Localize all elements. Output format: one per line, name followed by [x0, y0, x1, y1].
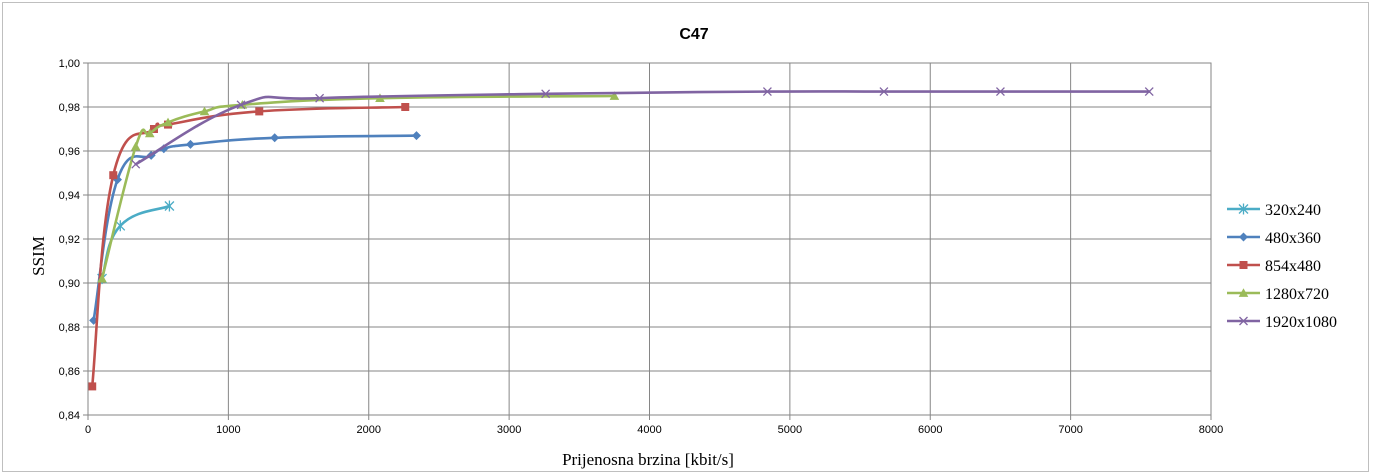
x-tick-label: 8000	[1199, 424, 1223, 436]
data-point	[109, 171, 118, 180]
y-tick-label: 0,96	[59, 146, 80, 158]
legend-entry: 480x360	[1227, 230, 1321, 247]
data-point	[995, 87, 1005, 97]
x-tick-label: 7000	[1058, 424, 1082, 436]
chart-title: C47	[679, 26, 708, 43]
x-tick-label: 6000	[918, 424, 942, 436]
data-point	[115, 220, 126, 232]
series-line	[90, 105, 407, 388]
data-point	[163, 117, 173, 127]
legend-label: 854x480	[1265, 258, 1321, 275]
data-point	[401, 103, 410, 111]
data-point	[130, 141, 141, 151]
x-tick-label: 0	[85, 424, 91, 436]
legend-label: 320x240	[1265, 202, 1321, 219]
legend-marker	[1238, 203, 1249, 215]
legend-entry: 854x480	[1227, 258, 1321, 275]
data-point	[879, 87, 889, 97]
y-tick-label: 0,94	[59, 190, 80, 202]
data-point	[411, 131, 421, 141]
y-tick-label: 0,90	[59, 278, 80, 290]
series-480x360	[89, 131, 421, 325]
x-tick-label: 1000	[216, 424, 240, 436]
legend-label: 480x360	[1265, 230, 1321, 247]
data-point	[1144, 87, 1154, 97]
series-1920x1080	[131, 87, 1154, 169]
series-line	[134, 90, 1151, 166]
legend-label: 1920x1080	[1265, 314, 1337, 331]
legend-marker	[1239, 232, 1248, 242]
data-point	[609, 91, 620, 100]
x-tick-label: 5000	[778, 424, 802, 436]
y-tick-label: 1,00	[59, 58, 80, 70]
series-layer	[88, 87, 1154, 391]
x-tick-label: 4000	[637, 424, 661, 436]
data-point	[255, 107, 264, 116]
y-tick-label: 0,98	[59, 102, 80, 114]
y-tick-label: 0,88	[59, 322, 80, 334]
legend-label: 1280x720	[1265, 286, 1329, 303]
legend-marker	[1239, 316, 1248, 326]
data-point	[762, 87, 772, 97]
y-axis-title: SSIM	[29, 236, 48, 276]
data-point	[164, 200, 175, 212]
data-point	[199, 106, 210, 116]
x-tick-label: 2000	[357, 424, 381, 436]
plot-area-border	[87, 62, 1212, 416]
legend-marker	[1239, 261, 1248, 269]
legend-entry: 1920x1080	[1227, 314, 1337, 331]
axes: 0,84 0,86 0,88 0,90 0,92 0,94 0,96 0,98 1,00 0 100…	[59, 58, 1224, 436]
x-tick-label: 3000	[497, 424, 521, 436]
data-point	[541, 89, 551, 99]
legend-entry: 320x240	[1227, 202, 1321, 219]
data-point	[315, 93, 325, 103]
data-point	[131, 159, 141, 169]
data-point	[144, 128, 155, 138]
data-point	[236, 100, 246, 110]
legend-entry: 1280x720	[1227, 286, 1329, 303]
series-1280x720	[97, 91, 620, 283]
grid	[87, 62, 1212, 416]
series-line	[92, 134, 418, 322]
data-point	[88, 382, 97, 391]
data-point	[97, 273, 107, 283]
y-tick-label: 0,84	[59, 410, 80, 422]
data-point	[270, 133, 280, 143]
y-tick-label: 0,86	[59, 366, 80, 378]
legend-marker	[1238, 288, 1249, 297]
x-axis-title: Prijenosna brzina [kbit/s]	[562, 450, 734, 469]
y-tick-label: 0,92	[59, 234, 80, 246]
legend: 320x240 480x360 854x480 1280x720 1920x1080	[1227, 202, 1337, 331]
data-point	[185, 139, 195, 149]
